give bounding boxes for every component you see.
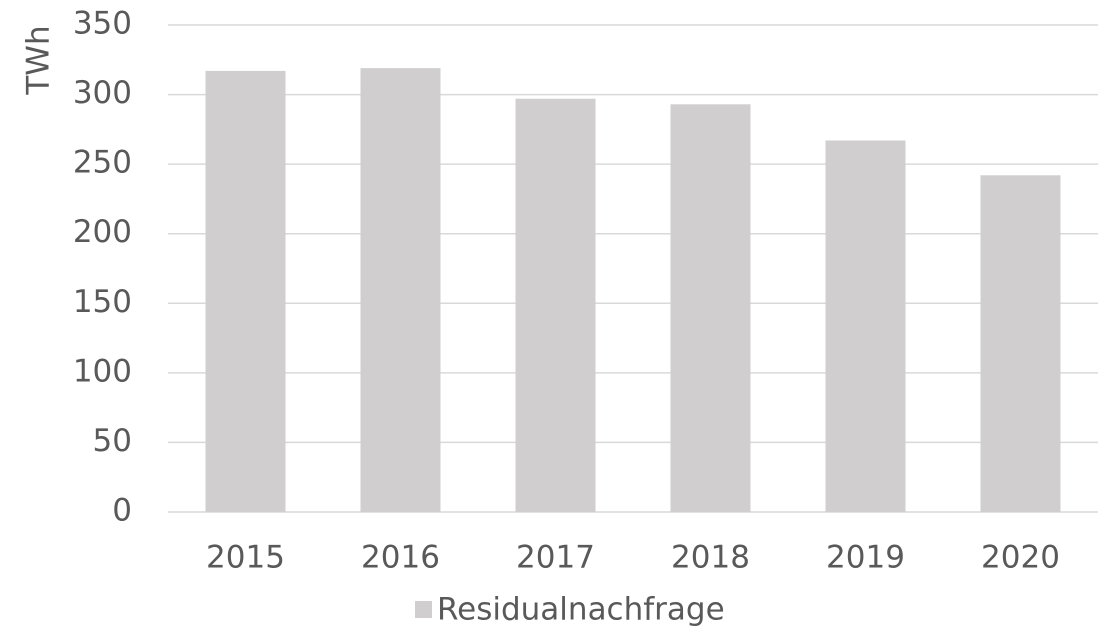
x-tick-label: 2018 [671, 540, 750, 576]
bar [360, 68, 441, 513]
y-tick-label: 250 [73, 145, 132, 181]
y-tick-label: 100 [73, 353, 132, 389]
y-tick-label: 0 [112, 493, 132, 529]
y-axis-label: TWh [21, 25, 57, 95]
x-tick-label: 2019 [826, 540, 905, 576]
bar [515, 98, 596, 512]
bar [205, 70, 286, 512]
bar [980, 175, 1061, 512]
x-tick-label: 2017 [516, 540, 595, 576]
y-tick-label: 150 [73, 284, 132, 320]
x-tick-label: 2015 [206, 540, 285, 576]
bar [825, 140, 906, 512]
x-tick-label: 2016 [361, 540, 440, 576]
bar [670, 104, 751, 512]
y-tick-label: 300 [73, 75, 132, 111]
legend-swatch [415, 601, 432, 618]
y-tick-label: 200 [73, 214, 132, 250]
x-tick-label: 2020 [981, 540, 1060, 576]
legend-label: Residualnachfrage [437, 592, 725, 628]
y-tick-label: 350 [73, 6, 132, 42]
y-tick-label: 50 [93, 423, 132, 459]
